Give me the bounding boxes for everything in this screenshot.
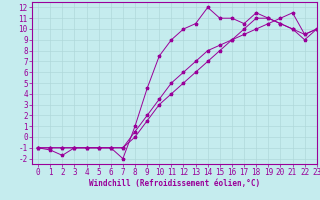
- X-axis label: Windchill (Refroidissement éolien,°C): Windchill (Refroidissement éolien,°C): [89, 179, 260, 188]
